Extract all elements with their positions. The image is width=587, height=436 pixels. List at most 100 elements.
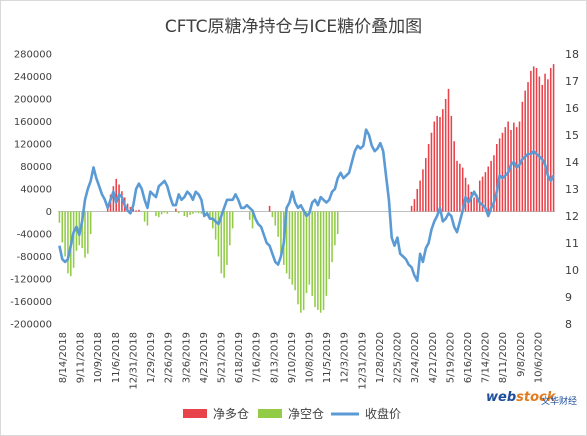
net-short-bar — [64, 211, 66, 257]
net-long-bar — [464, 177, 467, 212]
net-short-bar — [84, 211, 86, 258]
right-axis-tick-label: 12 — [565, 210, 579, 223]
net-long-bar — [495, 144, 498, 212]
price-line-layer — [58, 128, 555, 283]
right-axis-tick-label: 18 — [565, 48, 579, 61]
net-short-bar — [291, 211, 294, 285]
net-long-bar — [422, 169, 424, 212]
left-axis-tick-label: 120000 — [14, 140, 52, 151]
right-axis-tick-label: 9 — [565, 291, 572, 304]
net-short-bar — [194, 211, 197, 213]
net-short-bar — [328, 211, 331, 279]
net-long-bar — [513, 122, 515, 212]
net-short-bar — [214, 211, 217, 240]
x-axis-tick-label: 5/19/2020 — [445, 332, 456, 383]
net-short-bar — [158, 211, 160, 218]
x-axis-tick-label: 4/23/2019 — [199, 332, 210, 383]
net-short-bar — [67, 211, 69, 274]
net-long-bar — [544, 73, 546, 212]
net-long-bar — [132, 208, 135, 212]
net-long-bar — [493, 155, 495, 212]
net-short-bar — [226, 211, 228, 265]
x-axis-tick-label: 8/13/2019 — [269, 332, 280, 383]
net-short-bar — [223, 211, 225, 278]
x-axis-tick-label: 2/26/2019 — [164, 332, 175, 383]
net-long-bar — [532, 66, 535, 212]
left-axis-tick-label: 40000 — [20, 185, 52, 196]
net-long-bar — [410, 205, 413, 212]
net-short-bar — [314, 211, 316, 308]
net-short-bar — [61, 211, 64, 243]
net-short-bar — [322, 211, 325, 310]
net-long-bar — [476, 194, 478, 212]
net-long-bar — [436, 115, 438, 212]
net-long-bar — [470, 191, 473, 212]
right-axis-tick-label: 10 — [565, 264, 579, 277]
net-short-bar — [87, 211, 89, 254]
net-long-bar — [453, 141, 455, 212]
legend-label-net-long: 净多仓 — [213, 407, 249, 421]
x-axis-tick-label: 6/18/2019 — [234, 332, 245, 383]
net-long-bar — [416, 189, 419, 212]
net-short-bar — [331, 211, 333, 263]
net-long-bar — [490, 160, 492, 212]
net-short-bar — [285, 211, 288, 274]
net-short-bar — [248, 211, 251, 220]
net-long-bar — [450, 115, 453, 212]
net-short-bar — [166, 211, 169, 214]
net-long-bar — [444, 99, 447, 212]
net-short-bar — [220, 211, 223, 274]
net-long-bar — [413, 199, 416, 212]
net-long-bar — [430, 132, 433, 212]
x-axis-tick-label: 2/25/2020 — [393, 332, 404, 383]
right-axis-tick-label: 15 — [565, 129, 579, 142]
net-short-bar — [336, 211, 339, 234]
net-short-bar — [294, 211, 296, 291]
legend-swatch-net-long — [183, 409, 207, 418]
net-short-bar — [163, 211, 166, 213]
x-axis-tick-label: 8/14/2018 — [58, 332, 69, 383]
bars-layer — [58, 64, 555, 313]
net-long-bar — [510, 129, 512, 212]
x-axis-tick-label: 8/11/2020 — [498, 332, 509, 383]
x-axis-tick-label: 4/21/2020 — [428, 332, 439, 383]
net-short-bar — [200, 211, 203, 214]
net-long-bar — [419, 180, 421, 212]
net-long-bar — [126, 203, 129, 212]
net-short-bar — [209, 211, 211, 218]
net-short-bar — [192, 211, 194, 214]
net-short-bar — [325, 211, 328, 296]
right-axis-tick-label: 11 — [565, 237, 579, 250]
net-short-bar — [274, 211, 277, 226]
right-axis-tick-label: 8 — [565, 318, 572, 331]
net-short-bar — [251, 211, 254, 229]
axes-layer: -200000 -160000 -120000 -80000 -40000 0 40000 8… — [10, 48, 579, 390]
net-long-bar — [115, 178, 118, 212]
net-long-bar — [481, 176, 484, 212]
net-long-bar — [549, 68, 552, 212]
x-axis-tick-label: 12/31/2018 — [128, 332, 139, 390]
net-long-bar — [504, 127, 507, 212]
net-long-bar — [424, 158, 427, 212]
x-axis-tick-label: 1/29/2019 — [146, 332, 157, 383]
net-long-bar — [521, 101, 524, 212]
net-long-bar — [552, 64, 555, 212]
net-long-bar — [121, 191, 123, 212]
x-axis-tick-label: 9/8/2020 — [516, 332, 527, 377]
x-axis-tick-label: 10/9/2018 — [93, 332, 104, 383]
net-long-bar — [473, 197, 475, 212]
net-short-bar — [334, 211, 336, 246]
net-short-bar — [81, 211, 83, 249]
net-short-bar — [155, 211, 157, 216]
net-long-bar — [467, 184, 470, 212]
net-long-bar — [442, 109, 444, 212]
net-short-bar — [317, 211, 319, 310]
net-short-bar — [302, 211, 305, 310]
x-axis-tick-label: 3/24/2020 — [410, 332, 421, 383]
net-long-bar — [538, 76, 541, 212]
x-axis-tick-label: 3/26/2019 — [181, 332, 192, 383]
net-short-bar — [177, 211, 180, 214]
net-long-bar — [547, 79, 549, 212]
x-axis-tick-label: 6/16/2020 — [463, 332, 474, 383]
